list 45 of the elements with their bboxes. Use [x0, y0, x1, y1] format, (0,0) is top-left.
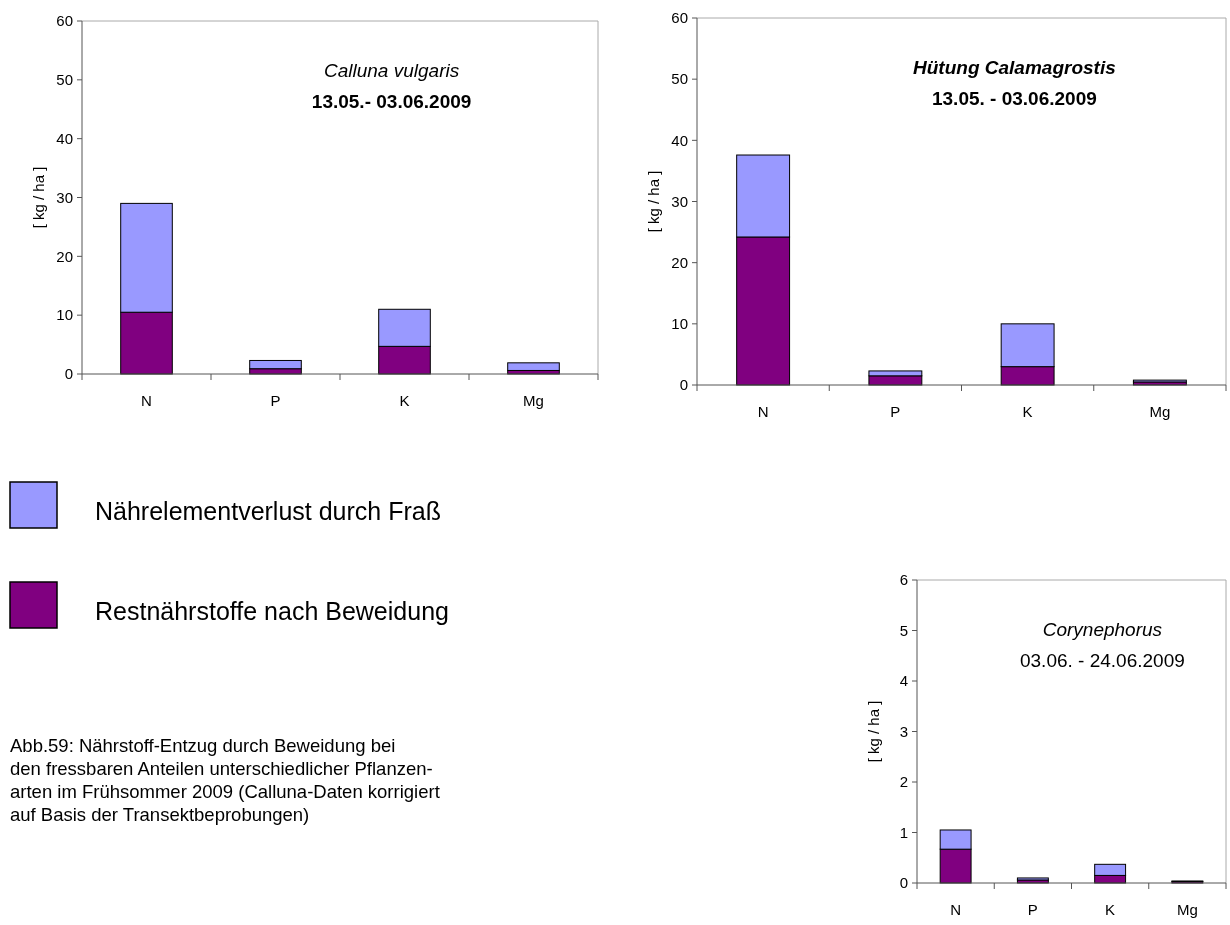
x-tick-label: P — [1027, 901, 1038, 918]
x-tick-label: P — [270, 392, 281, 409]
y-axis-title: [ kg / ha ] — [865, 700, 882, 763]
x-tick-label: Mg — [523, 392, 544, 409]
y-tick-label: 2 — [899, 773, 908, 791]
y-tick-label: 40 — [671, 131, 688, 149]
x-tick-label: N — [950, 901, 962, 918]
x-tick-label: P — [890, 403, 901, 420]
x-tick-label: Mg — [1149, 403, 1171, 420]
text: 13.05.- 03.06.2009 — [311, 91, 472, 112]
legend-label: Restnährstoffe nach Beweidung — [95, 597, 449, 625]
text: 13.05. - 03.06.2009 — [931, 88, 1097, 109]
x-tick-label: Mg — [1176, 901, 1198, 918]
y-tick-label: 40 — [56, 129, 73, 147]
legend-label: Nährelementverlust durch Fraß — [95, 497, 441, 525]
y-tick-label: 30 — [671, 192, 688, 210]
text: Corynephorus — [1042, 619, 1163, 640]
y-tick-label: 0 — [679, 376, 688, 394]
y-tick-label: 3 — [899, 722, 908, 740]
y-tick-label: 5 — [899, 621, 908, 639]
y-axis-title: [ kg / ha ] — [30, 166, 47, 229]
y-tick-label: 6 — [899, 571, 908, 589]
caption: Abb.59: Nährstoff-Entzug durch Beweidung bei den fressbaren Anteilen unterschiedlicher Pflanzen- arten im Frühsommer 2009 (Calluna-Daten korrigiert auf Basis der Transektbeprobungen) — [10, 735, 440, 825]
x-tick-label: N — [757, 403, 769, 420]
x-tick-label: K — [399, 392, 410, 409]
text: 03.06. - 24.06.2009 — [1019, 650, 1185, 671]
x-tick-label: K — [1022, 403, 1033, 420]
y-tick-label: 50 — [56, 71, 73, 89]
y-tick-label: 1 — [899, 823, 908, 841]
y-tick-label: 60 — [56, 12, 73, 30]
y-axis-title: [ kg / ha ] — [645, 170, 662, 233]
y-tick-label: 0 — [899, 874, 908, 892]
x-tick-label: N — [141, 392, 152, 409]
text: Calluna vulgaris — [324, 60, 460, 81]
y-tick-label: 60 — [671, 9, 688, 27]
x-tick-label: K — [1105, 901, 1116, 918]
y-tick-label: 20 — [671, 253, 688, 271]
y-tick-label: 10 — [56, 306, 73, 324]
y-tick-label: 10 — [671, 315, 688, 333]
y-tick-label: 0 — [64, 365, 73, 383]
y-tick-label: 50 — [671, 70, 688, 88]
y-tick-label: 4 — [899, 672, 908, 690]
y-tick-label: 30 — [56, 188, 73, 206]
y-tick-label: 20 — [56, 247, 73, 265]
text: Hütung Calamagrostis — [913, 57, 1116, 78]
